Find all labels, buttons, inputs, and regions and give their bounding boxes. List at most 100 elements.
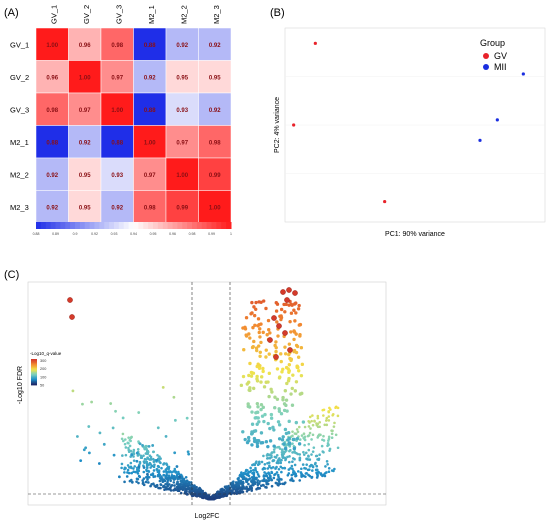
- gene-point: [145, 460, 149, 464]
- gene-point: [267, 394, 271, 399]
- colorbar-step: [75, 222, 81, 229]
- gene-point: [291, 457, 295, 460]
- gene-point: [219, 490, 223, 494]
- gene-point: [256, 317, 261, 321]
- gene-point: [275, 367, 280, 371]
- gene-point: [311, 465, 315, 469]
- top-gene-point: [67, 297, 73, 303]
- gene-point: [303, 435, 307, 439]
- gene-point: [241, 374, 246, 379]
- colorbar-step: [55, 222, 61, 229]
- gene-point: [250, 300, 254, 305]
- gene-point: [147, 444, 151, 448]
- colorbar-step: [177, 222, 183, 229]
- gene-point: [274, 340, 278, 344]
- gene-point: [316, 414, 320, 418]
- colorbar-step: [201, 222, 208, 229]
- gene-point: [120, 462, 124, 466]
- gene-point: [248, 336, 252, 340]
- gene-point: [241, 482, 245, 485]
- gene-point: [316, 425, 320, 429]
- volcano-plot: Log2FC -Log10 FDR -Log10_q-value 300 200 100 5…: [17, 281, 387, 520]
- gene-point: [129, 449, 133, 453]
- gene-point: [279, 307, 284, 312]
- gene-point: [139, 454, 143, 458]
- gene-point: [261, 405, 265, 410]
- gene-point: [177, 472, 181, 476]
- gene-point: [271, 425, 275, 430]
- legend-swatch: [483, 53, 489, 59]
- gene-point: [141, 479, 144, 482]
- row-label: GV_2: [10, 73, 29, 82]
- gene-point: [172, 470, 175, 473]
- gene-point: [283, 345, 287, 349]
- volcano-legend-step: [31, 374, 37, 377]
- gene-point: [283, 352, 288, 356]
- gene-point: [155, 468, 159, 472]
- gene-point: [177, 489, 181, 492]
- gene-point: [290, 477, 294, 480]
- gene-point: [260, 460, 264, 464]
- gene-point: [258, 327, 262, 331]
- gene-point: [282, 482, 285, 486]
- gene-point: [327, 470, 331, 474]
- gene-point: [270, 484, 274, 488]
- gene-point: [187, 452, 191, 456]
- gene-point: [123, 442, 127, 446]
- gene-point: [326, 462, 329, 466]
- volcano-x-label: Log2FC: [195, 513, 220, 520]
- gene-point: [129, 478, 133, 482]
- gene-point: [127, 446, 130, 450]
- gene-point: [247, 488, 251, 492]
- gene-point: [281, 395, 285, 400]
- gene-point: [303, 443, 306, 447]
- gene-point: [316, 434, 320, 438]
- gene-point: [156, 454, 159, 457]
- gene-point: [155, 458, 159, 462]
- cell-value: 0.88: [144, 108, 156, 114]
- gene-point: [256, 405, 260, 409]
- gene-point: [273, 406, 277, 410]
- colorbar-step: [36, 222, 42, 229]
- cell-value: 1.00: [79, 75, 91, 81]
- gene-point: [253, 323, 257, 328]
- colorbar-step: [104, 222, 110, 229]
- gene-point: [265, 454, 269, 457]
- gene-point: [145, 444, 148, 448]
- gene-point: [130, 435, 133, 439]
- gene-point: [138, 475, 142, 479]
- gene-point: [286, 473, 290, 477]
- colorbar-tick: 0.88: [33, 232, 40, 236]
- gene-point: [315, 468, 319, 472]
- gene-point: [248, 386, 252, 390]
- colorbar-step: [157, 222, 164, 229]
- gene-point: [137, 481, 140, 485]
- gene-point: [135, 451, 139, 455]
- gene-point: [296, 470, 300, 473]
- gene-point: [311, 469, 314, 472]
- gene-point: [334, 406, 337, 410]
- gene-point: [308, 465, 312, 468]
- top-gene-point: [271, 315, 277, 321]
- top-gene-point: [276, 323, 282, 329]
- gene-point: [172, 488, 175, 492]
- gene-point: [172, 481, 176, 484]
- gene-point: [161, 480, 165, 484]
- gene-point: [159, 483, 162, 486]
- heatmap-cell: [68, 60, 102, 94]
- gene-point: [157, 486, 160, 490]
- gene-point: [272, 448, 276, 451]
- gene-point: [327, 437, 331, 441]
- gene-point: [268, 439, 273, 443]
- colorbar-step: [133, 222, 139, 229]
- gene-point: [279, 315, 284, 320]
- gene-point: [241, 430, 245, 434]
- colorbar-step: [65, 222, 71, 229]
- gene-point: [283, 427, 288, 432]
- gene-point: [122, 439, 125, 443]
- gene-point: [289, 330, 293, 334]
- gene-point: [263, 471, 266, 474]
- cell-value: 1.00: [144, 140, 156, 146]
- gene-point: [184, 488, 187, 492]
- gene-point: [268, 465, 271, 469]
